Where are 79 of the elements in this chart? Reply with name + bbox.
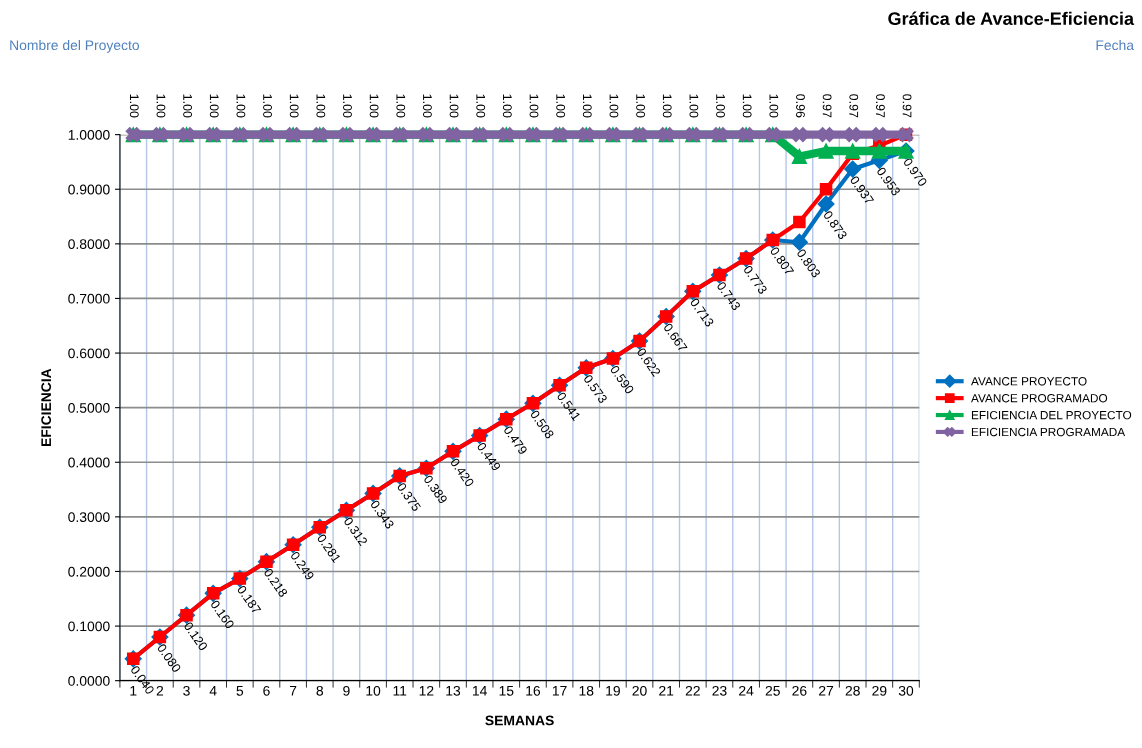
data-label: 1.00 — [263, 94, 272, 118]
x-tick-label: 19 — [606, 685, 620, 696]
data-label: 1.00 — [742, 94, 752, 118]
text: Fecha — [1096, 39, 1135, 51]
data-label: 1.00 — [156, 94, 166, 118]
x-tick-label: 18 — [579, 685, 594, 696]
data-label: 1.00 — [343, 94, 352, 118]
x-tick-label: 6 — [263, 685, 270, 696]
data-label: 1.00 — [236, 94, 246, 118]
x-tick-label: 27 — [819, 685, 834, 696]
y-tick-label: 0.4000 — [68, 457, 110, 468]
data-label: 1.00 — [662, 94, 672, 118]
x-tick-label: 17 — [552, 686, 567, 696]
x-tick-label: 5 — [236, 686, 244, 696]
y-tick-label: 0.2000 — [68, 566, 110, 577]
x-tick-label: 10 — [366, 685, 381, 696]
data-label: 0.97 — [875, 94, 885, 118]
x-tick-label: 23 — [712, 685, 727, 696]
x-tick-label: 2 — [156, 685, 164, 696]
x-tick-label: 9 — [343, 685, 350, 696]
data-label: 0.96 — [796, 94, 805, 118]
data-label: 1.00 — [476, 94, 486, 118]
x-tick-label: 29 — [872, 685, 887, 696]
legend-label: AVANCE PROYECTO — [971, 377, 1087, 386]
x-tick-label: 3 — [183, 685, 190, 696]
legend-label: AVANCE PROGRAMADO — [971, 394, 1108, 403]
y-tick-label: 0.9000 — [68, 184, 110, 195]
text: Gráfica de Avance-Eficiencia — [888, 11, 1135, 26]
y-tick-label: 0.3000 — [68, 512, 110, 523]
x-tick-label: 21 — [659, 685, 674, 696]
x-tick-label: 24 — [739, 685, 754, 696]
data-label: 0.97 — [849, 94, 859, 118]
data-label: 1.00 — [689, 94, 699, 118]
x-tick-label: 16 — [526, 685, 541, 696]
y-tick-label: 0.7000 — [68, 293, 110, 304]
y-tick-label: 1.0000 — [68, 129, 110, 140]
x-tick-label: 12 — [419, 685, 434, 696]
data-label: 1.00 — [209, 94, 219, 118]
x-axis-title: SEMANAS — [485, 715, 554, 726]
data-label: 1.00 — [716, 94, 725, 118]
data-label: 1.00 — [449, 94, 459, 118]
x-tick-label: 26 — [792, 685, 807, 696]
data-label: 1.00 — [769, 94, 779, 118]
y-tick-label: 0.8000 — [68, 239, 110, 250]
data-label: 1.00 — [396, 94, 406, 118]
data-label: 0.97 — [822, 94, 832, 118]
data-label: 1.00 — [183, 94, 193, 118]
x-tick-label: 11 — [393, 686, 407, 696]
text: Nombre del Proyecto — [10, 39, 140, 53]
y-tick-label: 0.0000 — [68, 676, 110, 686]
x-tick-label: 8 — [316, 685, 324, 696]
x-tick-label: 30 — [898, 685, 914, 696]
y-tick-label: 0.5000 — [68, 402, 110, 413]
data-label: 1.00 — [582, 94, 592, 118]
x-tick-label: 4 — [209, 686, 217, 696]
x-tick-label: 15 — [499, 686, 514, 696]
data-label: 0.97 — [902, 94, 912, 118]
legend-label: EFICIENCIA DEL PROYECTO — [971, 410, 1132, 420]
data-label: 1.00 — [129, 94, 139, 118]
y-tick-label: 0.1000 — [68, 621, 110, 632]
data-label: 1.00 — [529, 94, 539, 118]
data-label: 1.00 — [502, 94, 512, 118]
data-label: 1.00 — [422, 94, 432, 118]
y-axis-title: EFICIENCIA — [41, 368, 52, 447]
legend-label: EFICIENCIA PROGRAMADA — [971, 427, 1126, 437]
data-label: 1.00 — [556, 94, 566, 118]
data-label: 1.00 — [369, 94, 379, 118]
x-tick-label: 7 — [289, 686, 297, 696]
data-label: 1.00 — [636, 94, 646, 118]
x-tick-label: 22 — [685, 685, 700, 696]
x-tick-label: 14 — [472, 686, 487, 696]
data-label: 1.00 — [289, 94, 299, 118]
data-label: 1.00 — [609, 94, 619, 118]
y-tick-label: 0.6000 — [68, 348, 110, 359]
x-tick-label: 20 — [632, 685, 647, 696]
x-tick-label: 13 — [446, 685, 461, 696]
data-label: 1.00 — [316, 94, 326, 118]
x-tick-label: 28 — [845, 685, 860, 696]
x-tick-label: 25 — [765, 685, 780, 696]
